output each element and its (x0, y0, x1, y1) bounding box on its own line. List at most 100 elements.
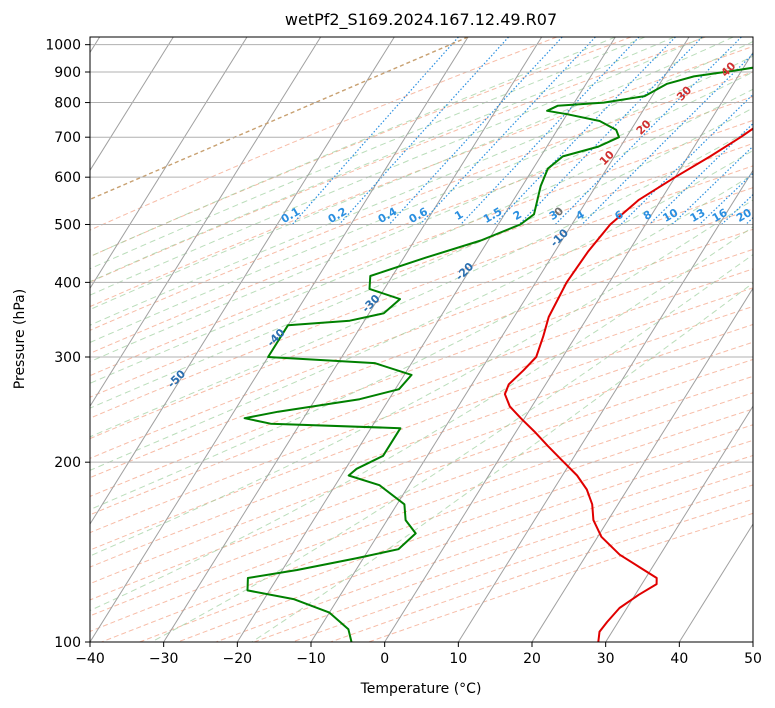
isotherm-line (678, 523, 753, 642)
mixing-ratio-line (460, 37, 640, 225)
dry-adiabat-line (90, 305, 753, 551)
dry-adiabat-line (90, 323, 753, 568)
mixing-ratio-label: 10 (660, 206, 680, 225)
profile-series (243, 66, 753, 642)
isotherm-line (163, 37, 543, 642)
isotherm-label: -30 (359, 292, 382, 315)
x-axis-ticks: −40 −30 −20 −10 0 10 20 30 40 50 (75, 642, 762, 667)
dry-adiabat-line (139, 424, 753, 642)
dry-adiabat-line (90, 287, 753, 534)
mixing-ratio-label: 2 (511, 208, 524, 223)
y-axis-label: Pressure (hPa) (12, 289, 28, 389)
moist-adiabat-line (90, 149, 753, 471)
moist-adiabat-line (90, 173, 753, 511)
moist-adiabat-line (90, 37, 645, 270)
mixing-ratio-label: 0.1 (279, 205, 302, 226)
moist-adiabat-line (90, 37, 704, 296)
y-tick-label: 200 (54, 455, 81, 471)
y-tick-label: 700 (54, 130, 81, 146)
x-tick-label: −10 (296, 651, 326, 667)
isotherm-line (457, 169, 753, 642)
x-tick-label: 0 (380, 651, 389, 667)
mixing-ratio-label: 0.2 (326, 205, 349, 226)
y-tick-label: 900 (54, 65, 81, 81)
y-tick-label: 500 (54, 217, 81, 233)
plot-area: 0.10.20.40.611.52346810131620253036-100-… (60, 37, 775, 642)
x-axis-label: Temperature (°C) (360, 681, 482, 697)
dry-adiabat-line (90, 95, 753, 354)
isotherm-label: -50 (165, 367, 188, 390)
x-tick-label: −20 (223, 651, 253, 667)
dry-adiabat-line (90, 228, 753, 479)
moist-adiabat-line (90, 71, 753, 363)
dry-adiabat-line (90, 37, 706, 283)
isotherm-line (90, 37, 248, 290)
dry-adiabat-line (90, 268, 753, 516)
isotherm-line (384, 51, 753, 642)
plot-frame (89, 36, 754, 643)
moist-adiabat-line (90, 199, 753, 557)
isotherm-label: -60 (60, 417, 83, 440)
dry-adiabat-line (90, 71, 753, 331)
dry-adiabat-line (90, 165, 753, 419)
background-lines (90, 37, 775, 642)
x-tick-label: 10 (449, 651, 467, 667)
dewpoint-profile (243, 66, 753, 642)
mixing-ratio-line (518, 37, 703, 225)
y-tick-label: 300 (54, 350, 81, 366)
dry-adiabat-line (292, 484, 753, 642)
mixing-ratio-line (493, 37, 676, 225)
isotherm-label: -20 (453, 260, 476, 283)
mixing-ratio-line (419, 37, 596, 225)
x-tick-label: −40 (75, 651, 105, 667)
moist-adiabat-line (90, 41, 753, 326)
mixing-ratio-label: 4 (574, 208, 587, 223)
mixing-ratio-label: 16 (710, 206, 730, 225)
isotherm-line (90, 37, 174, 172)
dry-adiabat-line (90, 37, 632, 258)
mixing-ratio-label: 0.4 (376, 205, 400, 226)
mixing-ratio-line (671, 145, 753, 225)
dry-adiabat-line (90, 341, 753, 585)
moist-adiabat-line (90, 107, 753, 409)
x-tick-label: 40 (670, 651, 688, 667)
moist-adiabat-line (90, 88, 753, 384)
mixing-ratio-line (388, 37, 563, 225)
mixing-ratio-label: 1 (452, 208, 465, 223)
y-tick-label: 600 (54, 170, 81, 186)
temperature-profile (503, 127, 753, 642)
mixing-ratio-line (291, 37, 459, 225)
mixing-ratio-line (648, 122, 753, 225)
dry-adiabat-line (368, 512, 753, 642)
isotherm-line (90, 37, 395, 526)
moist-adiabat-line (251, 282, 753, 642)
mixing-ratio-line (581, 53, 753, 225)
moist-adiabat-line (90, 37, 734, 311)
pressure-gridlines (90, 44, 753, 642)
mixing-ratio-label: 0.6 (407, 205, 431, 226)
x-tick-label: −30 (149, 651, 179, 667)
x-tick-label: 50 (744, 651, 762, 667)
isotherm-line (531, 287, 753, 642)
mixing-ratio-label: 1.5 (481, 205, 504, 226)
isotherm-line (236, 37, 616, 642)
adiabat-label: 40 (718, 59, 738, 79)
y-tick-label: 100 (54, 635, 81, 651)
reference-curve (90, 37, 469, 201)
y-tick-label: 400 (54, 275, 81, 291)
mixing-ratio-label: 8 (641, 208, 654, 223)
mixing-ratio-label: 25 (759, 206, 775, 225)
y-tick-label: 800 (54, 96, 81, 112)
y-axis-ticks: 100 200 300 400 500 600 700 800 900 1000 (45, 38, 90, 651)
isotherm-line (752, 641, 753, 642)
chart-title: wetPf2_S169.2024.167.12.49.R07 (285, 10, 557, 30)
dry-adiabat-line (90, 248, 753, 497)
mixing-ratio-line (771, 37, 775, 225)
dry-adiabat-line (90, 37, 558, 231)
mixing-ratio-line (554, 37, 742, 225)
y-tick-label: 1000 (45, 38, 81, 54)
x-tick-label: 20 (523, 651, 541, 667)
isotherm-label: -10 (548, 226, 571, 249)
moist-adiabat-line (90, 37, 616, 258)
